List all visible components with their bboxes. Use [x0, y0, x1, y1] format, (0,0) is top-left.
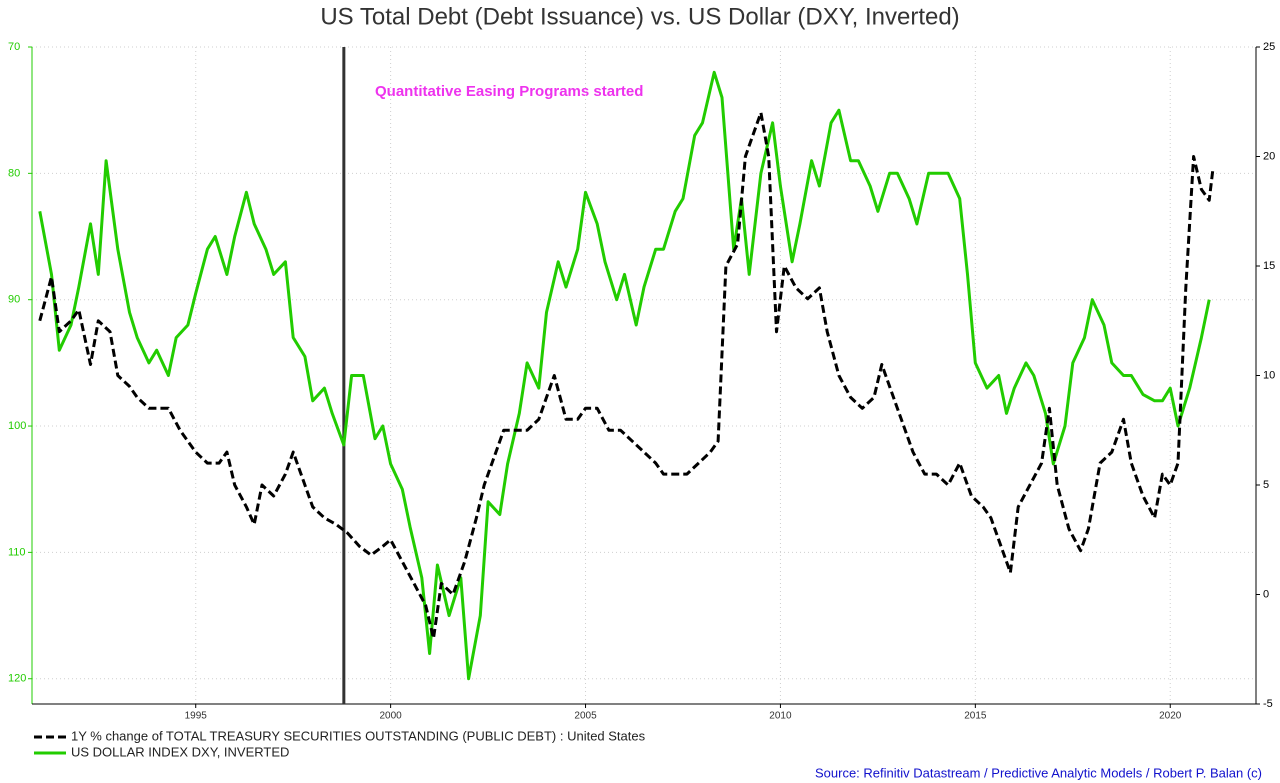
- y2-tick-label: -5: [1263, 698, 1273, 710]
- series-line: [38, 70, 1211, 681]
- legend-label: US DOLLAR INDEX DXY, INVERTED: [71, 744, 289, 759]
- legend-label: 1Y % change of TOTAL TREASURY SECURITIES…: [71, 728, 646, 743]
- x-tick-label: 2000: [379, 711, 402, 722]
- x-tick-label: 2015: [964, 711, 987, 722]
- series-line: [38, 111, 1215, 640]
- x-tick-label: 2005: [574, 711, 597, 722]
- y2-tick-label: 10: [1263, 369, 1275, 381]
- x-tick-label: 2020: [1159, 711, 1182, 722]
- x-tick-label: 1995: [185, 711, 208, 722]
- y2-tick-label: 20: [1263, 150, 1275, 162]
- y2-tick-label: 25: [1263, 41, 1275, 53]
- annotation: Quantitative Easing Programs started: [375, 83, 643, 100]
- y-tick-label: 110: [8, 546, 26, 558]
- y-tick-label: 100: [8, 420, 26, 432]
- source: Source: Refinitiv Datastream / Predictiv…: [815, 765, 1262, 780]
- y-tick-label: 120: [8, 673, 26, 685]
- x-tick-label: 2010: [769, 711, 792, 722]
- y2-tick-label: 15: [1263, 260, 1275, 272]
- chart-title: US Total Debt (Debt Issuance) vs. US Dol…: [320, 3, 959, 30]
- y2-tick-label: 0: [1263, 588, 1269, 600]
- y-tick-label: 70: [8, 41, 20, 53]
- y-tick-label: 80: [8, 167, 20, 179]
- y2-tick-label: 5: [1263, 479, 1269, 491]
- y-tick-label: 90: [8, 294, 20, 306]
